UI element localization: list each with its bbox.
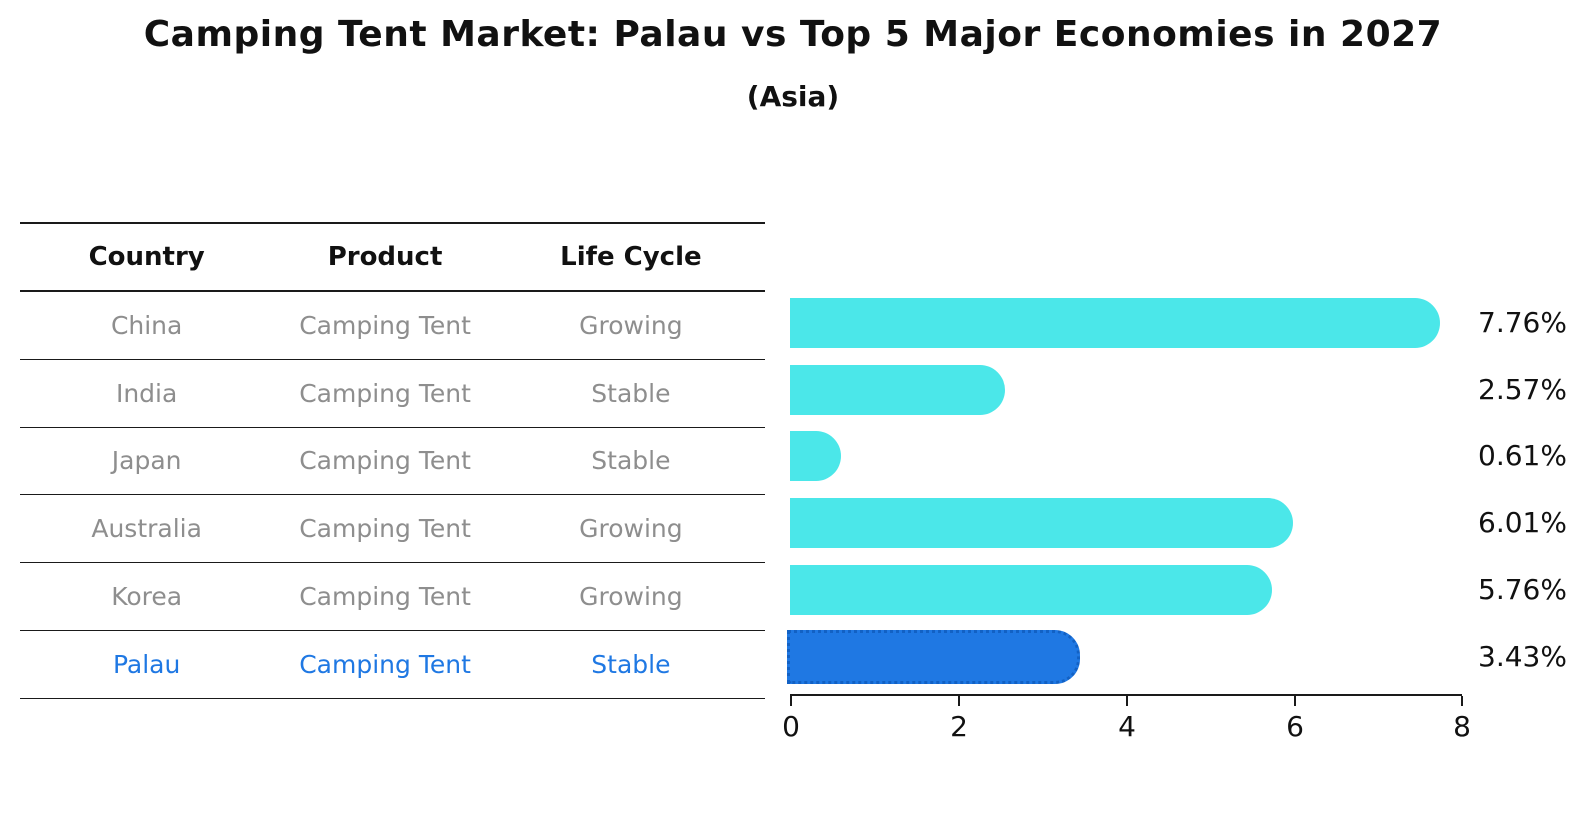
bar-value-label: 3.43% bbox=[1478, 640, 1567, 673]
table-row-india: India Camping Tent Stable bbox=[20, 360, 765, 428]
bar-japan bbox=[790, 431, 842, 481]
table-cell-product: Camping Tent bbox=[299, 378, 471, 408]
table-cell-country: China bbox=[110, 310, 183, 340]
table-cell-country: Australia bbox=[91, 514, 202, 544]
table-cell-product: Camping Tent bbox=[299, 649, 471, 679]
table-header-product: Product bbox=[327, 242, 443, 272]
table-cell-life-cycle: Stable bbox=[591, 446, 671, 476]
table-header-life-cycle: Life Cycle bbox=[560, 242, 702, 272]
table-header-country: Country bbox=[88, 242, 205, 272]
bar-india bbox=[790, 365, 1006, 415]
x-tick bbox=[790, 696, 793, 706]
bar-australia bbox=[790, 498, 1294, 548]
x-axis-line bbox=[790, 694, 1462, 697]
bar-china bbox=[790, 298, 1440, 348]
bar-korea bbox=[790, 565, 1273, 615]
table-row-korea: Korea Camping Tent Growing bbox=[20, 563, 765, 631]
x-tick bbox=[1294, 696, 1297, 706]
chart-subtitle: (Asia) bbox=[746, 80, 840, 113]
table-row-australia: Australia Camping Tent Growing bbox=[20, 495, 765, 564]
bar-value-label: 2.57% bbox=[1478, 373, 1567, 406]
x-tick-label: 2 bbox=[950, 710, 968, 743]
table-row-palau: Palau Camping Tent Stable bbox=[20, 631, 765, 699]
table-row-china: China Camping Tent Growing bbox=[20, 292, 765, 360]
table-cell-country: Palau bbox=[112, 649, 181, 679]
table-cell-country: India bbox=[115, 378, 178, 408]
table-cell-product: Camping Tent bbox=[299, 514, 471, 544]
x-tick-label: 4 bbox=[1118, 710, 1136, 743]
table-cell-life-cycle: Growing bbox=[579, 514, 683, 544]
table-cell-country: Japan bbox=[111, 446, 182, 476]
table-cell-life-cycle: Growing bbox=[579, 582, 683, 612]
table-header-row: Country Product Life Cycle bbox=[20, 224, 765, 292]
bar-value-label: 6.01% bbox=[1478, 506, 1567, 539]
page-title: Camping Tent Market: Palau vs Top 5 Majo… bbox=[143, 14, 1443, 55]
x-tick-label: 0 bbox=[782, 710, 800, 743]
table-row-japan: Japan Camping Tent Stable bbox=[20, 428, 765, 496]
table-cell-life-cycle: Stable bbox=[591, 649, 671, 679]
table-cell-life-cycle: Stable bbox=[591, 378, 671, 408]
x-tick-label: 6 bbox=[1286, 710, 1304, 743]
x-tick-label: 8 bbox=[1453, 710, 1471, 743]
data-table: Country Product Life Cycle China Camping… bbox=[20, 222, 765, 699]
table-cell-life-cycle: Growing bbox=[579, 310, 683, 340]
table-cell-product: Camping Tent bbox=[299, 310, 471, 340]
table-cell-product: Camping Tent bbox=[299, 582, 471, 612]
x-tick bbox=[1126, 696, 1129, 706]
bar-value-label: 5.76% bbox=[1478, 573, 1567, 606]
bar-palau bbox=[787, 630, 1081, 684]
table-cell-product: Camping Tent bbox=[299, 446, 471, 476]
x-tick bbox=[958, 696, 961, 706]
bar-value-label: 7.76% bbox=[1478, 306, 1567, 339]
x-tick bbox=[1461, 696, 1464, 706]
table-cell-country: Korea bbox=[111, 582, 183, 612]
bar-value-label: 0.61% bbox=[1478, 439, 1567, 472]
